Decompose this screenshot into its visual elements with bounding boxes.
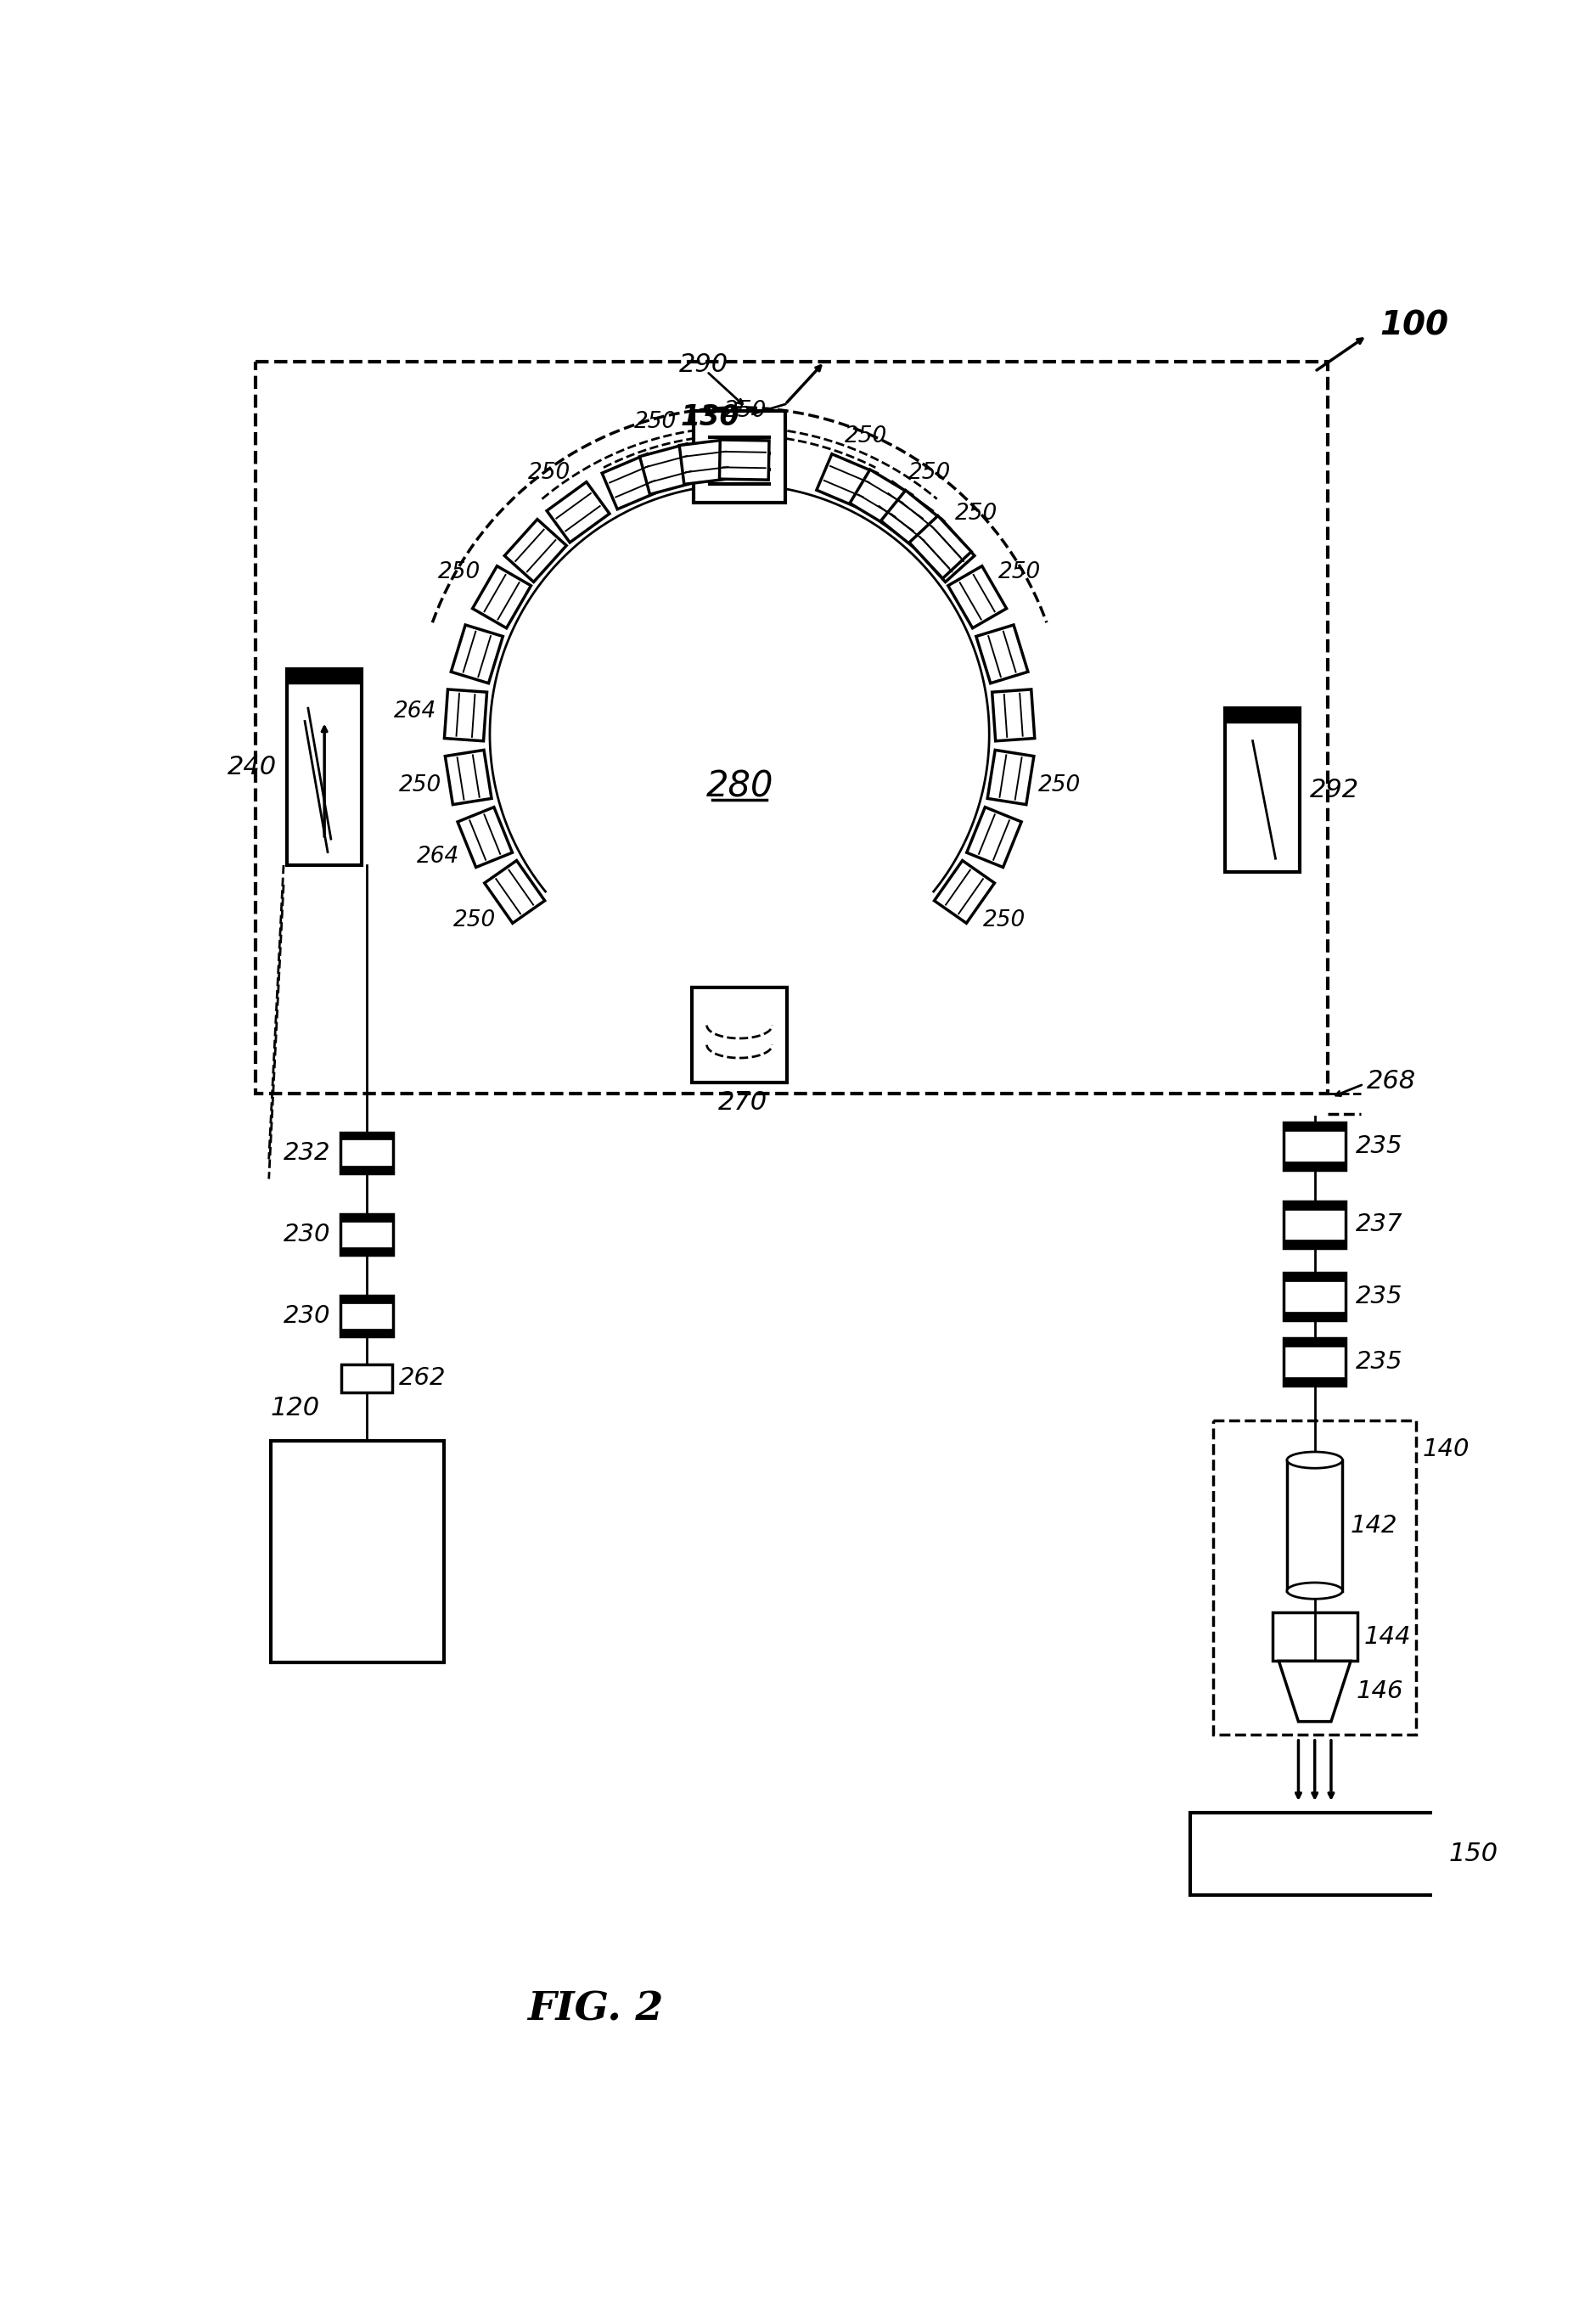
Bar (1283, 1273, 1345, 1282)
Text: 140: 140 (1422, 1437, 1470, 1462)
Text: 230: 230 (284, 1305, 330, 1328)
Bar (1224, 708, 1301, 872)
Bar (693, 987, 787, 1082)
Text: 262: 262 (399, 1367, 445, 1391)
Bar (1283, 1273, 1345, 1319)
Text: 232: 232 (284, 1141, 330, 1165)
Bar (694, 410, 785, 503)
Polygon shape (849, 470, 911, 528)
Bar (1283, 1241, 1345, 1248)
Text: 235: 235 (1355, 1349, 1403, 1374)
Text: 100: 100 (1381, 309, 1449, 341)
Polygon shape (993, 689, 1034, 740)
Polygon shape (504, 519, 567, 581)
Polygon shape (910, 517, 972, 579)
Text: 150: 150 (1449, 1842, 1499, 1866)
Text: 235: 235 (1355, 1135, 1403, 1158)
Polygon shape (948, 565, 1007, 627)
Text: 264: 264 (394, 701, 436, 722)
Text: 250: 250 (844, 424, 887, 447)
Polygon shape (445, 749, 492, 805)
Bar (255, 362, 1328, 1093)
Text: 250: 250 (999, 560, 1041, 583)
Bar (287, 669, 362, 865)
Polygon shape (881, 491, 943, 551)
Bar (342, 1132, 393, 1139)
Polygon shape (602, 454, 662, 510)
Text: 235: 235 (1355, 1284, 1403, 1308)
Text: 268: 268 (1368, 1068, 1416, 1093)
Polygon shape (485, 860, 544, 922)
Text: 264: 264 (417, 846, 460, 867)
Polygon shape (1278, 1660, 1350, 1723)
Bar (1213, 1420, 1416, 1734)
Bar (1283, 1201, 1345, 1248)
Polygon shape (720, 440, 769, 480)
Bar (1224, 708, 1301, 722)
Text: 280: 280 (705, 768, 772, 805)
Text: 250: 250 (399, 775, 440, 796)
Bar (1283, 1337, 1345, 1386)
Text: 250: 250 (983, 909, 1026, 932)
Text: 270: 270 (718, 1091, 768, 1114)
Bar (342, 1215, 393, 1254)
Polygon shape (640, 443, 697, 493)
Bar (1191, 1813, 1440, 1896)
Bar (1272, 1612, 1357, 1660)
Text: 237: 237 (1355, 1213, 1403, 1236)
Text: 230: 230 (284, 1222, 330, 1245)
Text: 292: 292 (1310, 777, 1360, 802)
Bar (1283, 1162, 1345, 1169)
Polygon shape (967, 807, 1021, 867)
Text: 250: 250 (437, 560, 480, 583)
Bar (1283, 1312, 1345, 1319)
Text: 250: 250 (453, 909, 496, 932)
Bar (342, 1296, 393, 1303)
Polygon shape (547, 482, 610, 542)
Text: 250: 250 (725, 399, 766, 422)
Polygon shape (870, 482, 932, 542)
Polygon shape (977, 625, 1028, 683)
Bar (342, 1365, 393, 1393)
Polygon shape (444, 689, 487, 740)
Bar (1283, 1123, 1345, 1132)
Text: 240: 240 (228, 754, 278, 779)
Polygon shape (934, 860, 994, 922)
Bar (287, 669, 362, 683)
Bar (342, 1296, 393, 1337)
Polygon shape (817, 454, 878, 510)
Polygon shape (472, 565, 531, 627)
Text: 290: 290 (678, 353, 728, 378)
Ellipse shape (1286, 1453, 1342, 1469)
Polygon shape (680, 440, 733, 484)
Polygon shape (452, 625, 503, 683)
Polygon shape (458, 807, 512, 867)
Text: 250: 250 (1037, 775, 1080, 796)
Text: 120: 120 (270, 1395, 319, 1420)
Text: FIG. 2: FIG. 2 (528, 1990, 664, 2029)
Polygon shape (988, 749, 1034, 805)
Text: 250: 250 (954, 503, 997, 526)
Bar (1286, 1460, 1342, 1591)
Bar (342, 1328, 393, 1337)
Text: 250: 250 (908, 461, 951, 484)
Text: 130: 130 (680, 404, 739, 431)
Text: 142: 142 (1350, 1513, 1398, 1538)
Text: 144: 144 (1363, 1626, 1411, 1649)
Bar (270, 1441, 444, 1663)
Bar (342, 1248, 393, 1254)
Text: 146: 146 (1357, 1679, 1403, 1704)
Text: 250: 250 (635, 410, 677, 434)
Bar (1283, 1201, 1345, 1211)
Text: 250: 250 (528, 461, 571, 484)
Bar (1283, 1123, 1345, 1169)
Bar (342, 1167, 393, 1174)
Bar (342, 1215, 393, 1222)
Polygon shape (913, 519, 975, 581)
Bar (1283, 1377, 1345, 1386)
Bar (1283, 1337, 1345, 1347)
Ellipse shape (1286, 1582, 1342, 1598)
Bar (342, 1132, 393, 1174)
